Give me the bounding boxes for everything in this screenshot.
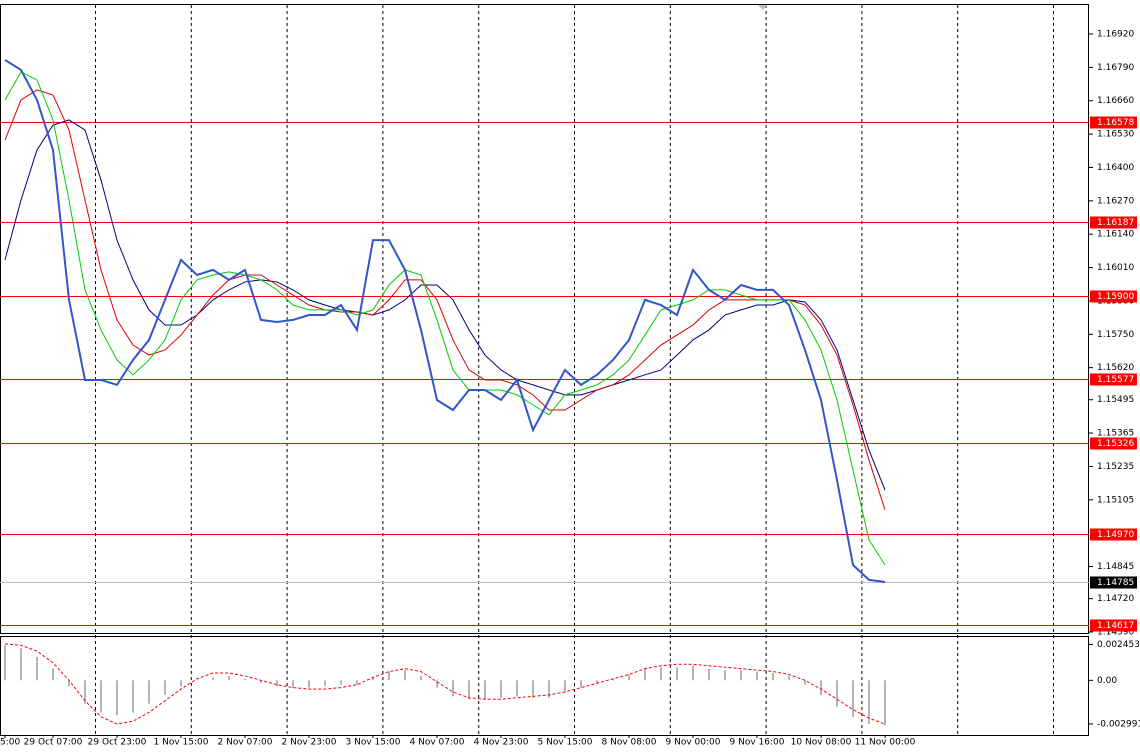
level-label: 1.15326 [1097, 439, 1134, 449]
level-label: 1.15577 [1097, 375, 1134, 385]
x-tick-label: 11 Nov 00:00 [855, 738, 916, 748]
y-tick-label: 1.14845 [1097, 562, 1134, 572]
y-tick-label: 1.15495 [1097, 395, 1134, 405]
y-tick-label: 1.16400 [1097, 163, 1134, 173]
y-tick-label: 1.16790 [1097, 63, 1134, 73]
level-label: 1.16578 [1097, 118, 1134, 128]
shift-marker [758, 5, 768, 10]
level-label-box [1090, 290, 1137, 303]
x-tick-label: 2 Nov 23:00 [282, 738, 337, 748]
macd-y-tick-label: 0.00 [1097, 676, 1117, 686]
x-tick-label: 4 Nov 23:00 [474, 738, 529, 748]
macd-y-tick-label: -0.002991 [1097, 719, 1140, 729]
x-tick-label: 4 Nov 07:00 [410, 738, 465, 748]
x-tick-label: 2 Nov 07:00 [218, 738, 273, 748]
level-label-box [1090, 373, 1137, 386]
y-tick-label: 1.14720 [1097, 594, 1134, 604]
x-tick-label: 5:00 [0, 738, 20, 748]
x-tick-label: 9 Nov 00:00 [666, 738, 721, 748]
level-label-box [1090, 116, 1137, 129]
y-tick-label: 1.16660 [1097, 96, 1134, 106]
current-price-label: 1.14785 [1097, 578, 1134, 588]
x-tick-label: 5 Nov 15:00 [538, 738, 593, 748]
level-label: 1.15900 [1097, 292, 1134, 302]
x-tick-label: 29 Oct 23:00 [88, 738, 147, 748]
level-label-box [1090, 619, 1137, 632]
y-tick-label: 1.14590 [1097, 628, 1134, 638]
level-label: 1.14617 [1097, 621, 1134, 631]
y-tick-label: 1.15750 [1097, 330, 1134, 340]
macd-frame [0, 636, 1089, 736]
y-tick-label: 1.15235 [1097, 462, 1134, 472]
y-tick-label: 1.16920 [1097, 30, 1134, 40]
level-label: 1.14970 [1097, 530, 1134, 540]
x-tick-label: 10 Nov 08:00 [791, 738, 852, 748]
x-tick-label: 9 Nov 16:00 [730, 738, 785, 748]
level-label: 1.16187 [1097, 218, 1134, 228]
level-label-box [1090, 437, 1137, 450]
macd-y-tick-label: 0.002453 [1097, 640, 1140, 650]
current-price-box [1090, 576, 1137, 589]
y-tick-label: 1.15105 [1097, 495, 1134, 505]
macd-signal [4, 643, 886, 725]
moving-average [4, 119, 886, 491]
main-frame [0, 4, 1089, 634]
y-tick-label: 1.16010 [1097, 263, 1134, 273]
y-tick-label: 1.16530 [1097, 130, 1134, 140]
y-tick-label: 1.16270 [1097, 196, 1134, 206]
moving-average [4, 71, 886, 566]
x-tick-label: 8 Nov 08:00 [602, 738, 657, 748]
y-tick-label: 1.15365 [1097, 429, 1134, 439]
y-tick-label: 1.15620 [1097, 363, 1134, 373]
level-label-box [1090, 216, 1137, 229]
level-label-box [1090, 528, 1137, 541]
moving-average [4, 89, 886, 510]
y-tick-label: 1.16140 [1097, 230, 1134, 240]
vertical-grid [95, 5, 1054, 735]
x-tick-label: 1 Nov 15:00 [154, 738, 209, 748]
x-tick-label: 3 Nov 15:00 [346, 738, 401, 748]
x-tick-label: 29 Oct 07:00 [24, 738, 83, 748]
price-line [4, 59, 886, 583]
